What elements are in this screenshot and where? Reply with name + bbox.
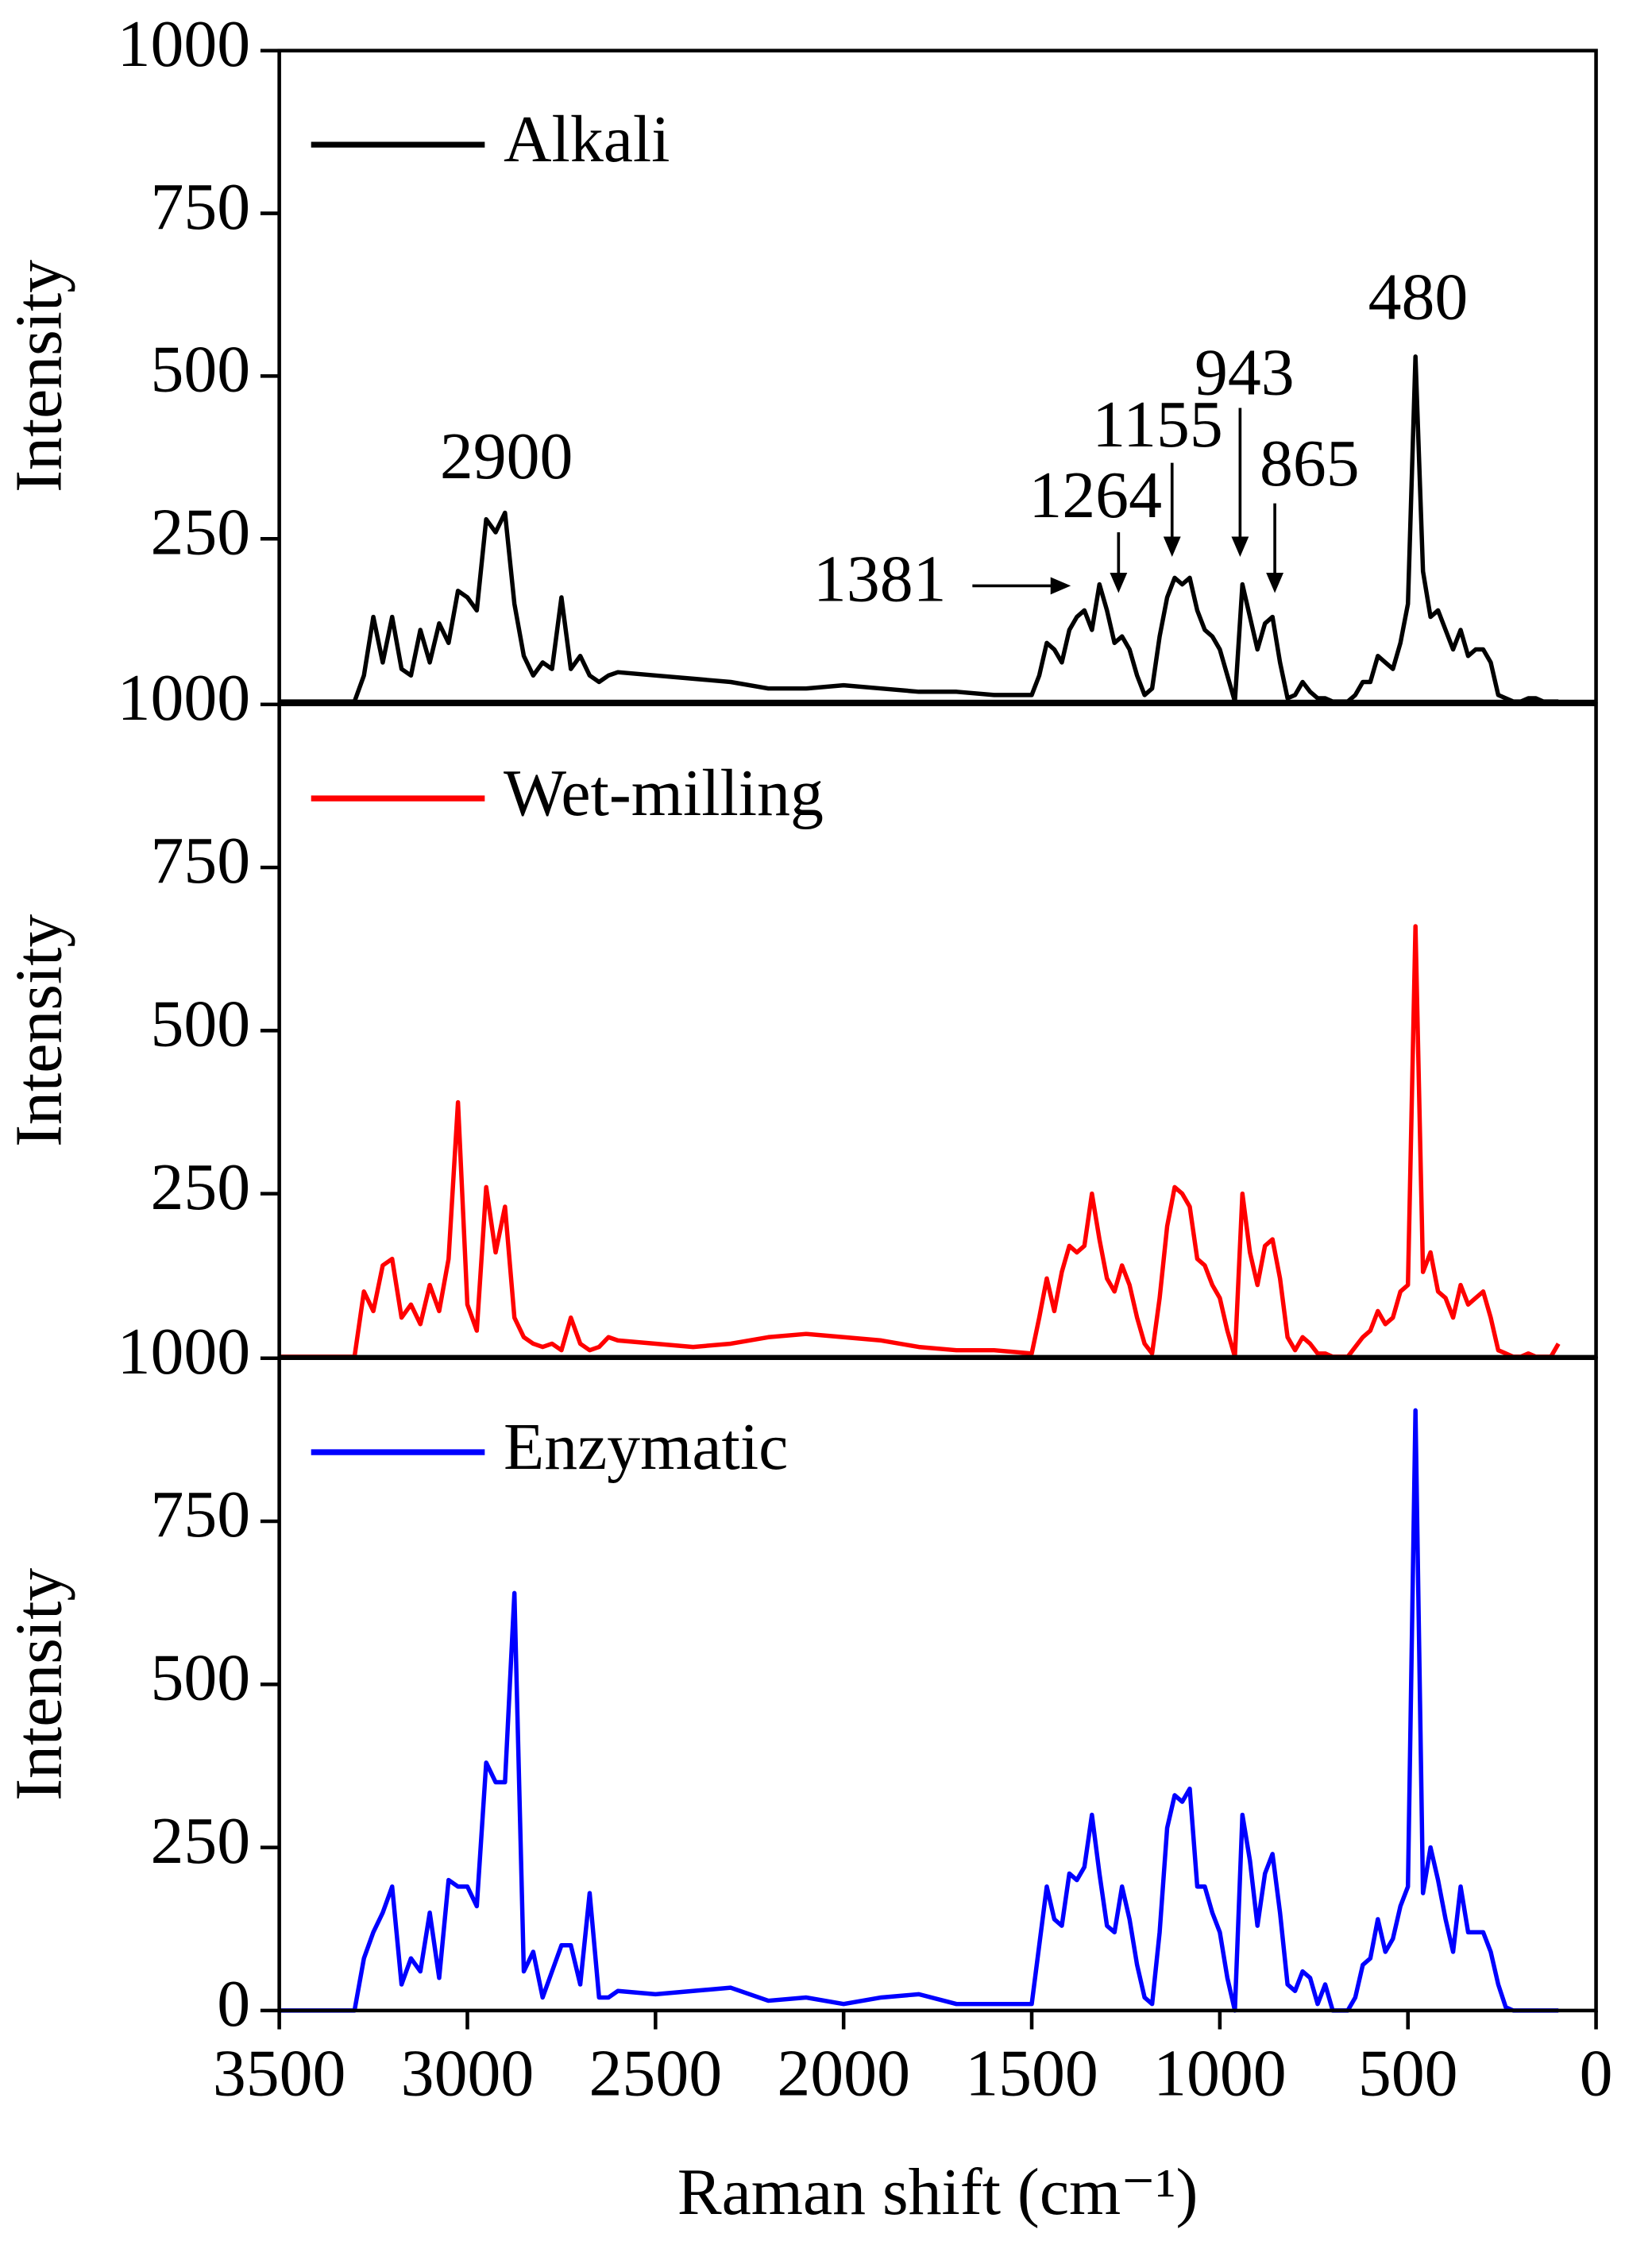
spectrum-line	[279, 924, 1561, 1359]
y-tick-label: 750	[150, 1478, 250, 1551]
spectrum-line	[279, 1408, 1559, 2013]
x-tick-label: 2500	[589, 2037, 723, 2111]
y-tick-label: 500	[150, 1641, 250, 1715]
legend-label: Alkali	[504, 102, 670, 176]
y-tick-label: 750	[150, 170, 250, 244]
y-tick-label: 0	[217, 1967, 250, 2041]
legend-label: Enzymatic	[504, 1410, 788, 1484]
y-tick-label: 1000	[118, 7, 251, 81]
peak-annotation: 480	[1368, 261, 1469, 334]
x-tick-label: 0	[1580, 2037, 1613, 2111]
y-tick-label: 500	[150, 333, 250, 407]
y-tick-label: 1000	[118, 661, 251, 735]
peak-annotation: 2900	[440, 419, 573, 493]
y-axis-label: Intensity	[2, 914, 75, 1147]
legend-label: Wet-milling	[504, 756, 824, 830]
peak-annotation: 1381	[813, 543, 947, 616]
x-tick-label: 500	[1358, 2037, 1458, 2111]
y-tick-label: 250	[150, 1150, 250, 1224]
peak-annotation: 1155	[1092, 388, 1222, 462]
annotation-arrows	[972, 408, 1284, 595]
x-tick-label: 3000	[401, 2037, 535, 2111]
x-tick-label: 2000	[777, 2037, 910, 2111]
y-tick-label: 250	[150, 495, 250, 569]
y-tick-label: 1000	[118, 1315, 251, 1389]
y-tick-label: 250	[150, 1804, 250, 1878]
y-axis-label: Intensity	[2, 1568, 75, 1801]
x-tick-label: 1000	[1153, 2037, 1287, 2111]
y-tick-label: 500	[150, 987, 250, 1061]
peak-annotation: 943	[1195, 335, 1295, 409]
y-axis-label: Intensity	[2, 260, 75, 493]
plot-frame	[277, 702, 1598, 1359]
x-tick-label: 1500	[965, 2037, 1098, 2111]
peak-annotation: 865	[1260, 427, 1360, 500]
spectrum-line	[279, 354, 1559, 704]
y-tick-label: 750	[150, 824, 250, 898]
x-tick-label: 3500	[213, 2037, 346, 2111]
x-axis-label: Raman shift (cm⁻¹)	[677, 2155, 1198, 2229]
peak-annotation: 1264	[1029, 458, 1162, 532]
